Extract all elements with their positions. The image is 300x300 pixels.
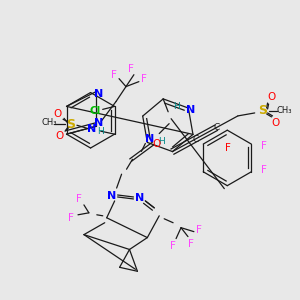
Text: N: N — [107, 191, 116, 201]
Text: N: N — [186, 105, 195, 115]
Text: S: S — [258, 104, 267, 118]
Text: O: O — [53, 109, 61, 119]
Text: F: F — [170, 241, 176, 250]
Text: O: O — [152, 140, 160, 149]
Text: H: H — [173, 102, 179, 111]
Text: F: F — [261, 165, 267, 175]
Text: F: F — [76, 194, 82, 204]
Text: N: N — [94, 118, 103, 128]
Text: C: C — [192, 135, 198, 144]
Text: F: F — [196, 225, 202, 235]
Text: H: H — [97, 127, 104, 136]
Text: C: C — [214, 123, 220, 132]
Text: F: F — [225, 142, 231, 153]
Text: N: N — [145, 134, 154, 143]
Text: H: H — [158, 137, 165, 146]
Text: Cl: Cl — [89, 106, 100, 116]
Text: F: F — [128, 64, 134, 74]
Text: O: O — [272, 118, 280, 128]
Text: F: F — [261, 141, 267, 151]
Text: N: N — [135, 193, 144, 203]
Text: F: F — [111, 70, 117, 80]
Text: S: S — [67, 118, 76, 131]
Text: CH₃: CH₃ — [41, 118, 57, 127]
Text: O: O — [55, 131, 63, 141]
Text: N: N — [94, 88, 103, 98]
Text: F: F — [141, 74, 147, 84]
Text: N: N — [87, 124, 96, 134]
Text: F: F — [188, 238, 194, 248]
Text: CH₃: CH₃ — [277, 106, 292, 116]
Text: O: O — [267, 92, 276, 102]
Text: F: F — [68, 213, 74, 223]
